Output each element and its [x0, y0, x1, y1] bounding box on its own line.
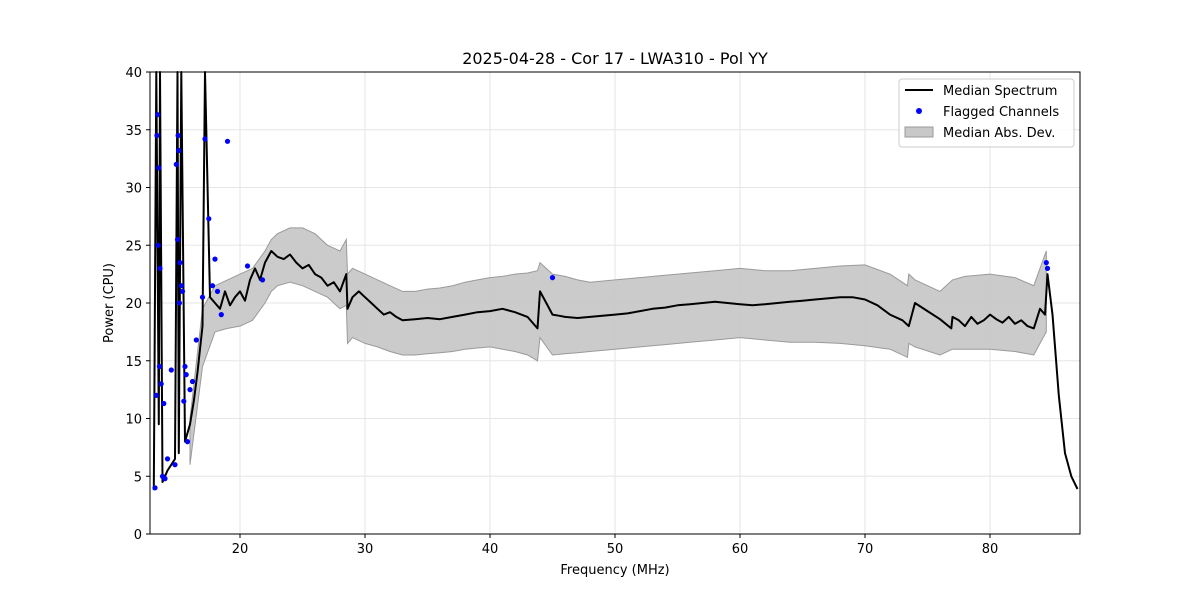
- flagged-channel-point: [549, 275, 556, 281]
- legend-box: [898, 78, 1075, 148]
- flagged-channel-point: [154, 132, 160, 139]
- flagged-channel-point: [153, 392, 159, 398]
- flagged-channel-point: [259, 277, 266, 283]
- flagged-channel-point: [162, 476, 168, 482]
- flagged-channel-point: [172, 462, 178, 468]
- flagged-channel-point: [244, 263, 251, 269]
- flagged-channel-point: [181, 398, 187, 404]
- y-axis-title: Power (CPU): [102, 263, 117, 343]
- flagged-channel-point: [189, 378, 196, 385]
- legend-flagged-label: Flagged Channels: [943, 105, 1059, 120]
- flagged-channel-point: [209, 283, 216, 289]
- y-tick-label: 35: [125, 124, 142, 139]
- x-tick-label: 20: [232, 542, 249, 557]
- flagged-channel-point: [214, 288, 221, 294]
- x-tick-label: 70: [857, 542, 874, 557]
- flagged-channel-point: [176, 300, 182, 306]
- flagged-channel-point: [177, 260, 183, 266]
- y-tick-label: 5: [134, 470, 142, 485]
- flagged-channel-point: [168, 367, 174, 373]
- legend: Median Spectrum Flagged Channels Median …: [898, 78, 1075, 148]
- mad-band: [189, 227, 1047, 465]
- flagged-channel-point: [224, 138, 231, 144]
- x-tick-label: 40: [482, 542, 499, 557]
- x-tick-label: 80: [982, 542, 999, 557]
- flagged-channel-point: [193, 337, 199, 343]
- flagged-channel-point: [157, 265, 163, 271]
- y-tick-label: 15: [125, 355, 142, 370]
- median-spectrum-line: [152, 71, 1079, 491]
- flagged-channel-point: [174, 236, 181, 243]
- flagged-channel-point: [176, 147, 182, 154]
- legend-flagged-swatch: [916, 108, 922, 114]
- flagged-channel-point: [179, 288, 186, 294]
- mad-band-area: [189, 227, 1047, 465]
- flagged-channel-point: [158, 381, 164, 387]
- flagged-channel-point: [154, 112, 161, 118]
- flagged-channel-point: [1044, 265, 1051, 271]
- y-tick-label: 30: [125, 182, 142, 197]
- flagged-channel-point: [173, 161, 179, 167]
- flagged-channel-point: [202, 136, 208, 142]
- x-tick-label: 60: [732, 542, 749, 557]
- flagged-channel-point: [218, 312, 224, 318]
- flagged-channel-point: [199, 294, 206, 300]
- flagged-channel-point: [156, 165, 162, 171]
- y-tick-label: 0: [134, 528, 142, 543]
- flagged-channel-point: [182, 363, 188, 370]
- flagged-channel-point: [152, 485, 158, 491]
- median-spectrum-path: [152, 71, 1079, 491]
- flagged-channel-point: [178, 283, 184, 289]
- flagged-channel-point: [184, 439, 191, 445]
- flagged-channel-point: [183, 372, 189, 378]
- x-tick-label: 50: [607, 542, 624, 557]
- x-axis-ticks: 20 30 40 50 60 70 80: [232, 534, 999, 557]
- flagged-channel-point: [156, 363, 162, 370]
- legend-median-label: Median Spectrum: [943, 84, 1057, 99]
- legend-mad-swatch: [904, 126, 934, 138]
- y-axis-ticks: 0 5 10 15 20 25 30 35 40: [125, 66, 150, 543]
- flagged-channel-point: [175, 132, 181, 139]
- y-tick-label: 40: [125, 66, 142, 81]
- x-tick-label: 30: [357, 542, 374, 557]
- flagged-channel-point: [212, 256, 218, 262]
- flagged-channel-point: [187, 387, 193, 393]
- flagged-channel-point: [1043, 260, 1049, 266]
- x-axis-title: Frequency (MHz): [560, 563, 669, 578]
- chart-title: 2025-04-28 - Cor 17 - LWA310 - Pol YY: [462, 49, 768, 68]
- flagged-channel-point: [161, 400, 167, 407]
- legend-mad-label: Median Abs. Dev.: [943, 126, 1055, 141]
- flagged-channel-points: [152, 112, 1051, 491]
- flagged-channel-point: [155, 242, 161, 248]
- y-tick-label: 20: [125, 297, 142, 312]
- flagged-channel-point: [164, 456, 171, 462]
- flagged-channel-point: [206, 216, 212, 222]
- y-tick-label: 25: [125, 239, 142, 254]
- y-tick-label: 10: [125, 413, 142, 428]
